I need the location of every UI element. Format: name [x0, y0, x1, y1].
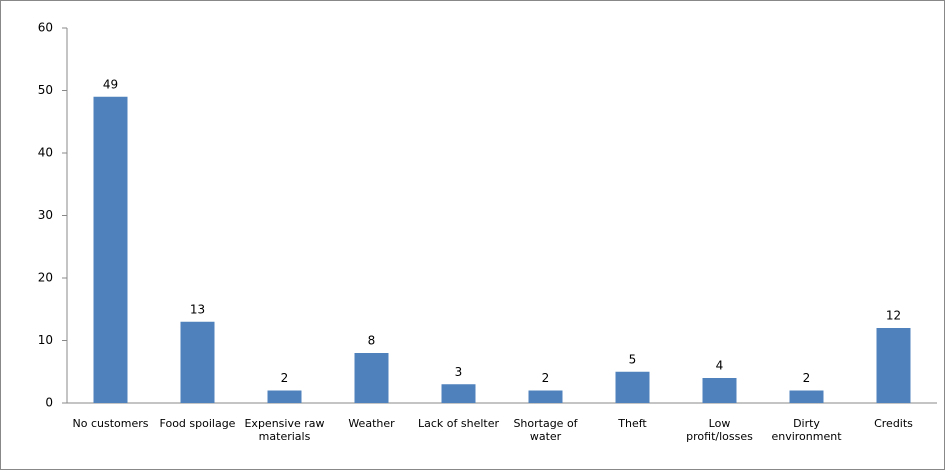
data-label: 12: [886, 309, 901, 323]
bar: [267, 390, 302, 403]
x-tick-label: Dirty environment: [771, 417, 842, 443]
y-tick-label: 40: [38, 146, 53, 160]
data-label: 49: [103, 77, 118, 91]
x-tick-label: Theft: [618, 417, 647, 430]
y-tick-label: 10: [38, 333, 53, 347]
data-label: 2: [542, 371, 550, 385]
y-tick-label: 20: [38, 271, 53, 285]
y-tick-label: 60: [38, 21, 53, 35]
bar: [528, 390, 563, 403]
bar: [876, 328, 911, 403]
y-tick-label: 50: [38, 83, 53, 97]
x-tick-label: Weather: [348, 417, 395, 430]
x-tick-label: No customers: [72, 417, 149, 430]
x-tick-label: Lack of shelter: [417, 417, 499, 430]
data-label: 13: [190, 302, 205, 316]
data-label: 2: [803, 371, 811, 385]
x-tick-label: Shortage of water: [513, 417, 578, 443]
data-label: 8: [368, 334, 376, 348]
x-tick-label: Food spoilage: [159, 417, 236, 430]
data-label: 3: [455, 365, 463, 379]
bar: [180, 321, 215, 403]
bar: [441, 384, 476, 403]
bar: [615, 371, 650, 403]
data-label: 2: [281, 371, 289, 385]
y-tick-label: 0: [45, 396, 53, 410]
x-tick-label: Low profit/losses: [686, 417, 753, 443]
bar: [354, 353, 389, 403]
y-tick-label: 30: [38, 208, 53, 222]
data-label: 4: [716, 359, 724, 373]
x-tick-label: Expensive raw materials: [244, 417, 325, 443]
bar: [702, 378, 737, 403]
data-label: 5: [629, 352, 637, 366]
bar: [93, 96, 128, 403]
bar: [789, 390, 824, 403]
x-tick-label: Credits: [874, 417, 913, 430]
